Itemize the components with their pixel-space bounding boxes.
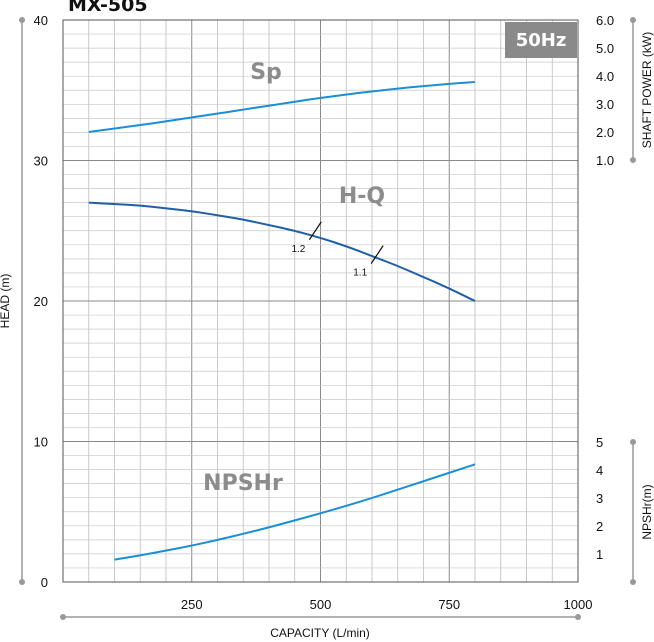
head-tick-label: 20 <box>34 294 48 309</box>
head-tick-label: 10 <box>34 435 48 450</box>
efficiency-mark-label: 1.2 <box>291 244 305 255</box>
efficiency-mark <box>308 221 322 241</box>
npshr-axis-rail-dot-bottom <box>630 579 636 585</box>
series-line-sp <box>88 80 476 133</box>
series-label-sp: Sp <box>250 60 282 85</box>
head-tick-label: 40 <box>34 13 48 28</box>
x-tick-label: 1000 <box>564 597 593 612</box>
series-label-hq: H-Q <box>339 184 385 209</box>
x-tick-label: 250 <box>181 597 203 612</box>
npshr-tick-label: 5 <box>596 435 603 450</box>
series-line-hq <box>88 201 476 302</box>
npshr-tick-label: 3 <box>596 491 603 506</box>
left-axis-rail-dot-bottom <box>19 579 25 585</box>
chart-title: MX-505 <box>68 0 148 16</box>
plot-frame <box>62 19 579 583</box>
power-tick-label: 5.0 <box>596 41 614 56</box>
bottom-axis-rail-dot-right <box>575 614 581 620</box>
curves <box>88 80 476 561</box>
curve-labels: Sp H-Q NPSHr <box>203 60 385 496</box>
efficiency-marks: 1.2 1.1 <box>291 221 384 279</box>
npshr-tick-label: 4 <box>596 463 603 478</box>
power-tick-label: 4.0 <box>596 69 614 84</box>
head-tick-label: 0 <box>41 575 48 590</box>
frequency-badge-label: 50Hz <box>516 30 567 51</box>
npshr-tick-label: 1 <box>596 547 603 562</box>
efficiency-mark-label: 1.1 <box>353 268 367 279</box>
x-axis-title: CAPACITY (L/min) <box>270 626 370 640</box>
power-axis-title: SHAFT POWER (kW) <box>640 32 654 148</box>
efficiency-mark <box>370 245 384 264</box>
series-line-npshr <box>114 463 476 561</box>
head-tick-label: 30 <box>34 154 48 169</box>
left-axis-rail-dot-top <box>19 17 25 23</box>
grid <box>63 20 578 582</box>
power-axis-rail-dot-top <box>630 17 636 23</box>
head-axis-title: HEAD (m) <box>0 274 12 329</box>
power-tick-label: 3.0 <box>596 97 614 112</box>
x-tick-label: 750 <box>438 597 460 612</box>
frequency-badge <box>505 22 577 58</box>
power-tick-label: 6.0 <box>596 13 614 28</box>
npshr-axis-title: NPSHr(m) <box>640 484 654 539</box>
power-axis-rail-dot-bottom <box>630 157 636 163</box>
npshr-tick-label: 2 <box>596 519 603 534</box>
power-tick-label: 1.0 <box>596 153 614 168</box>
power-tick-label: 2.0 <box>596 125 614 140</box>
npshr-axis-rail-dot-top <box>630 439 636 445</box>
series-label-npshr: NPSHr <box>203 471 283 496</box>
tick-labels: 250 500 750 1000 0 10 20 30 40 1.0 2.0 3.0 4.0 5.0 6.0… <box>34 13 615 612</box>
x-tick-label: 500 <box>310 597 332 612</box>
bottom-axis-rail-dot-left <box>60 614 66 620</box>
